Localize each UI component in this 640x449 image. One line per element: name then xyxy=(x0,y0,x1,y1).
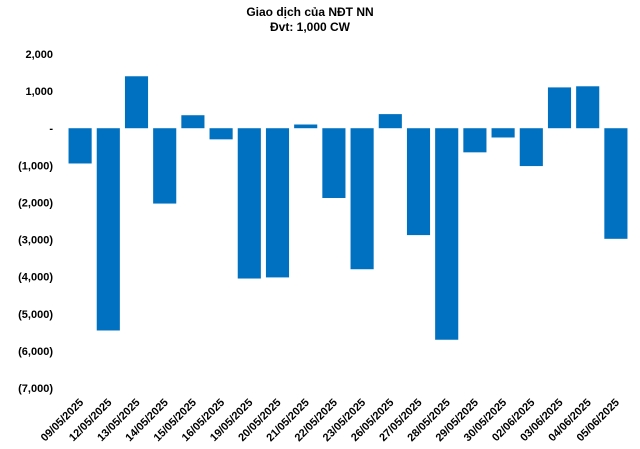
bar xyxy=(576,86,600,129)
bar xyxy=(406,128,431,236)
y-axis: 2,000 1,000 - (1,000) (2,000) (3,000) (4,000) (… xyxy=(18,49,53,395)
y-tick-label: (6,000) xyxy=(18,346,53,358)
bar xyxy=(350,128,374,270)
bar xyxy=(547,87,572,129)
bar xyxy=(265,128,290,278)
bar xyxy=(463,128,487,153)
chart-subtitle: Đvt: 1,000 CW xyxy=(270,20,351,34)
y-tick-label: (7,000) xyxy=(18,383,53,395)
y-tick-label: (2,000) xyxy=(18,197,53,209)
bar xyxy=(124,76,149,129)
y-tick-label: 2,000 xyxy=(25,49,53,61)
y-tick-label: (4,000) xyxy=(18,272,53,284)
y-tick-label: (5,000) xyxy=(18,309,53,321)
bar xyxy=(209,128,233,140)
bar xyxy=(68,128,92,164)
chart-title: Giao dịch của NĐT NN xyxy=(246,5,373,19)
y-tick-label: 1,000 xyxy=(25,86,53,98)
bar xyxy=(378,114,402,129)
y-tick-label: (3,000) xyxy=(18,235,53,247)
bar xyxy=(294,124,318,129)
bar xyxy=(604,128,628,239)
y-tick-label: - xyxy=(49,123,53,135)
bar xyxy=(181,115,205,129)
bar xyxy=(519,128,543,167)
bar xyxy=(322,128,346,198)
bars xyxy=(68,76,628,340)
y-tick-label: (1,000) xyxy=(18,160,53,172)
bar xyxy=(491,128,515,138)
x-axis: 09/05/202512/05/202513/05/202514/05/2025… xyxy=(39,397,622,444)
bar xyxy=(237,128,261,279)
bar xyxy=(435,128,459,340)
bar xyxy=(153,128,177,204)
bar xyxy=(96,128,120,331)
